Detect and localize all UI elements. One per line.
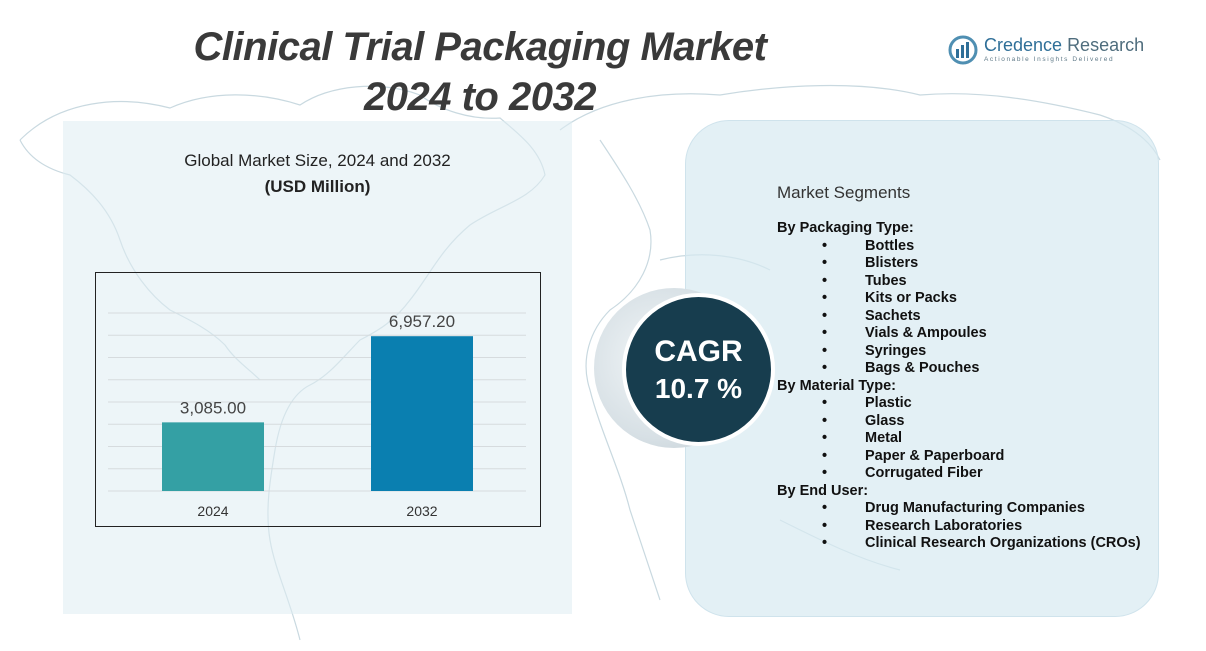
segment-item-label: Clinical Research Organizations (CROs) [865, 535, 1141, 551]
cagr-value: 10.7 % [654, 373, 743, 404]
segment-group-title: By Material Type: [777, 377, 896, 394]
title-line-2: 2024 to 2032 [364, 75, 596, 119]
segment-item-label: Bags & Pouches [865, 360, 980, 376]
segment-list-item: • Tubes [777, 273, 1157, 291]
bullet-icon: • [822, 325, 828, 341]
segment-item-label: Vials & Ampoules [865, 325, 987, 341]
bullet-icon: • [822, 465, 828, 481]
title-line-1: Clinical Trial Packaging Market [193, 25, 767, 69]
brand-logo: Credence Research Actionable Insights De… [948, 33, 1148, 73]
bullet-icon: • [822, 290, 828, 306]
segment-item-label: Corrugated Fiber [865, 465, 983, 481]
bullet-icon: • [822, 430, 828, 446]
segment-list-item: • Bottles [777, 238, 1157, 256]
segment-list-item: • Corrugated Fiber [777, 465, 1157, 483]
segment-list-item: • Clinical Research Organizations (CROs) [777, 535, 1157, 553]
logo-name-part1: Credence [984, 35, 1063, 55]
bullet-icon: • [822, 412, 828, 429]
cagr-badge: CAGR 10.7 % [622, 293, 775, 446]
page-title: Clinical Trial Packaging Market 2024 to … [130, 22, 830, 122]
logo-mark-icon [948, 35, 978, 65]
x-tick-label: 2024 [197, 503, 228, 519]
segment-item-label: Sachets [865, 307, 921, 324]
bullet-icon: • [822, 255, 828, 271]
segment-item-label: Drug Manufacturing Companies [865, 500, 1085, 516]
segment-list-item: • Research Laboratories [777, 518, 1157, 536]
bar-chart: 3,085.00 2024 6,957.20 2032 [95, 272, 541, 527]
segments-list: By Packaging Type: • Bottles • Blisters • Tube… [777, 220, 1157, 553]
segment-item-label: Kits or Packs [865, 290, 957, 306]
segment-list-item: • Paper & Paperboard [777, 448, 1157, 466]
segment-item-label: Tubes [865, 272, 907, 289]
segment-item-label: Paper & Paperboard [865, 447, 1005, 464]
segment-list-item: • Syringes [777, 343, 1157, 361]
data-label: 3,085.00 [180, 398, 246, 417]
segment-group-title: By Packaging Type: [777, 220, 914, 236]
chart-title: Global Market Size, 2024 and 2032 [184, 151, 451, 170]
segment-list-item: • Kits or Packs [777, 290, 1157, 308]
bullet-icon: • [822, 447, 828, 464]
bullet-icon: • [822, 500, 828, 516]
bullet-icon: • [822, 272, 828, 289]
segment-group-title: By End User: [777, 482, 869, 499]
segment-list-item: • Metal [777, 430, 1157, 448]
bullet-icon: • [822, 342, 828, 359]
segment-item-label: Blisters [865, 255, 919, 271]
logo-name: Credence Research [984, 35, 1144, 56]
segment-list-item: • Glass [777, 413, 1157, 431]
chart-unit: (USD Million) [264, 177, 371, 196]
logo-tagline: Actionable Insights Delivered [984, 56, 1115, 63]
segment-list-item: • Bags & Pouches [777, 360, 1157, 378]
segment-item-label: Metal [865, 430, 903, 446]
segment-item-label: Bottles [865, 237, 915, 254]
bullet-icon: • [822, 307, 828, 324]
segment-list-item: • Plastic [777, 395, 1157, 413]
bullet-icon: • [822, 395, 828, 411]
bar-chart-svg: 3,085.00 2024 6,957.20 2032 [108, 312, 526, 519]
segment-list-item: • Blisters [777, 255, 1157, 273]
data-label: 6,957.20 [389, 312, 455, 331]
logo-name-part2: Research [1067, 35, 1145, 55]
bar-2032 [371, 336, 473, 491]
segment-item-label: Research Laboratories [865, 517, 1023, 534]
market-size-panel [63, 121, 572, 614]
bullet-icon: • [822, 360, 828, 376]
segment-item-label: Plastic [865, 395, 912, 411]
bullet-icon: • [822, 237, 828, 254]
bullet-icon: • [822, 517, 828, 534]
cagr-label: CAGR [654, 335, 743, 368]
segment-list-item: • Vials & Ampoules [777, 325, 1157, 343]
segments-title: Market Segments [777, 183, 911, 202]
segment-list-item: • Sachets [777, 308, 1157, 326]
chart-heading: Global Market Size, 2024 and 2032 (USD M… [63, 151, 572, 197]
segment-item-label: Glass [865, 412, 905, 429]
bar-2024 [162, 422, 264, 491]
bullet-icon: • [822, 535, 828, 551]
segment-list-item: • Drug Manufacturing Companies [777, 500, 1157, 518]
x-tick-label: 2032 [406, 503, 437, 519]
segment-item-label: Syringes [865, 342, 927, 359]
